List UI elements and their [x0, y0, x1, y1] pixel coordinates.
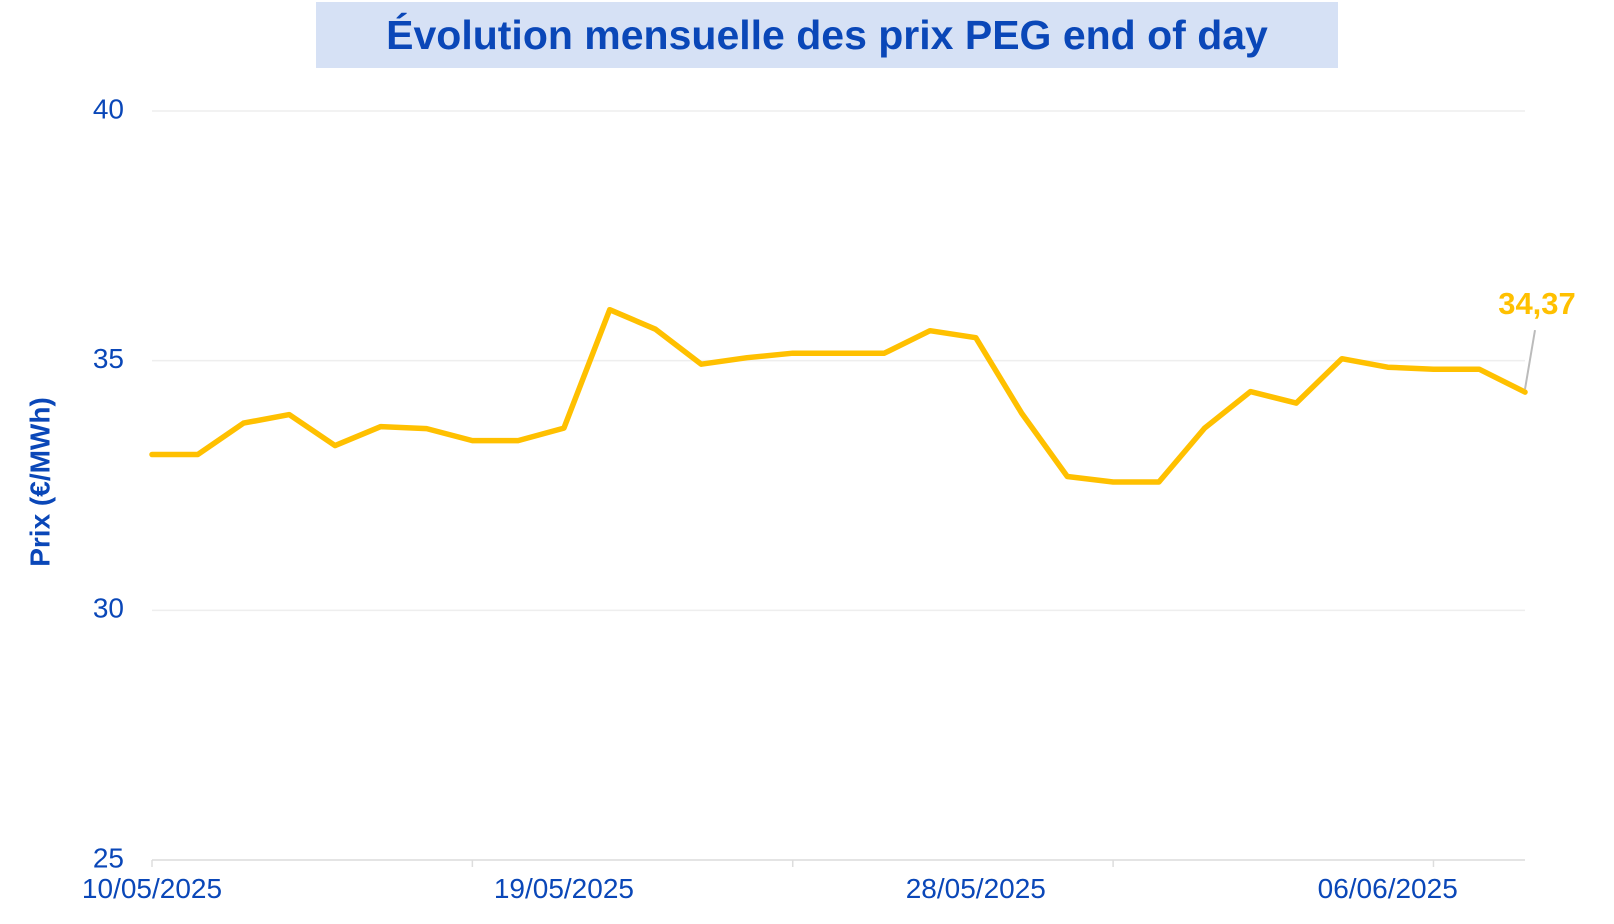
- series-line: [149, 306, 1528, 485]
- y-axis-ticks: 25 30 35 40: [93, 93, 124, 873]
- y-tick-label: 40: [93, 93, 124, 124]
- x-tick-label: 28/05/2025: [906, 873, 1046, 904]
- annotation-leader-line: [1524, 329, 1536, 390]
- x-tick-label: 06/06/2025: [1318, 873, 1458, 904]
- y-axis-label: Prix (€/MWh): [24, 397, 55, 567]
- y-tick-label: 35: [93, 343, 124, 374]
- x-tick-label: 19/05/2025: [494, 873, 634, 904]
- last-value-label: 34,37: [1498, 286, 1576, 321]
- x-axis: 10/05/2025 19/05/2025 28/05/2025 06/06/2025: [82, 859, 1525, 904]
- x-tick-label: 10/05/2025: [82, 873, 222, 904]
- chart-title: Évolution mensuelle des prix PEG end of …: [316, 2, 1338, 68]
- annotation-group: 34,37: [1498, 286, 1576, 390]
- y-tick-label: 25: [93, 842, 124, 873]
- gridlines: [152, 110, 1525, 861]
- series-group: [149, 306, 1528, 485]
- y-tick-label: 30: [93, 593, 124, 624]
